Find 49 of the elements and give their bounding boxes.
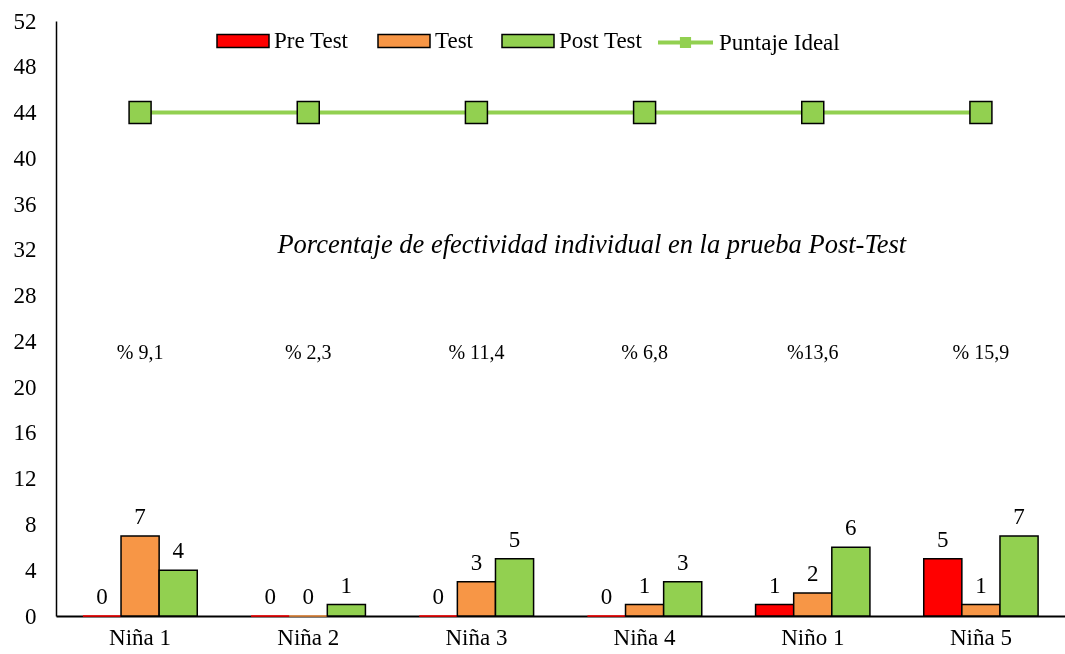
annotation: % 9,1 — [116, 341, 164, 363]
y-tick-label: 8 — [25, 511, 37, 537]
y-tick-label: 52 — [13, 8, 37, 34]
x-tick-label: Niña 1 — [109, 624, 172, 650]
legend-label: Test — [435, 28, 474, 53]
legend-label: Post Test — [559, 28, 643, 53]
data-label: 1 — [975, 572, 987, 598]
y-tick-label: 48 — [13, 54, 37, 80]
data-label: 0 — [302, 584, 314, 609]
data-label: 0 — [264, 584, 276, 609]
x-tick-label: Niña 4 — [613, 624, 677, 650]
y-tick-label: 20 — [13, 374, 37, 400]
y-tick-label: 4 — [25, 557, 37, 583]
data-label: 7 — [1013, 503, 1025, 529]
data-label: 1 — [638, 572, 651, 598]
data-label: 3 — [676, 549, 689, 575]
y-tick-label: 16 — [13, 420, 37, 446]
y-tick-label: 36 — [13, 191, 37, 217]
y-tick-label: 40 — [13, 145, 37, 171]
legend-label: Puntaje Ideal — [719, 29, 840, 55]
data-label: 2 — [807, 561, 819, 587]
data-label: 6 — [845, 515, 857, 541]
data-label: 1 — [340, 572, 353, 598]
y-tick-label: 44 — [13, 100, 37, 126]
x-tick-label: Niña 2 — [277, 624, 340, 650]
data-label: 0 — [600, 584, 613, 609]
y-tick-label: 28 — [13, 283, 37, 309]
y-tick-label: 0 — [25, 603, 37, 629]
annotation: % 2,3 — [284, 341, 332, 363]
annotation: % 6,8 — [621, 341, 668, 363]
annotation: % 15,9 — [952, 341, 1010, 363]
y-tick-label: 24 — [13, 328, 37, 354]
x-tick-label: Niña 5 — [949, 624, 1012, 650]
data-label: 4 — [172, 538, 185, 564]
annotation: % 11,4 — [448, 341, 505, 363]
x-tick-label: Niña 3 — [445, 624, 508, 650]
data-label: 5 — [508, 526, 521, 552]
data-label: 3 — [470, 549, 483, 575]
annotation: Porcentaje de efectividad individual en la prueba Post-Test — [276, 229, 907, 259]
data-label: 1 — [768, 572, 781, 598]
data-label: 5 — [937, 526, 949, 552]
legend-label: Pre Test — [274, 28, 349, 53]
y-tick-label: 12 — [13, 466, 37, 492]
y-tick-label: 32 — [13, 237, 37, 263]
annotation: %13,6 — [786, 341, 839, 363]
data-label: 7 — [134, 503, 146, 529]
x-tick-label: Niño 1 — [781, 624, 845, 650]
data-label: 0 — [96, 584, 108, 609]
data-label: 0 — [432, 584, 445, 609]
